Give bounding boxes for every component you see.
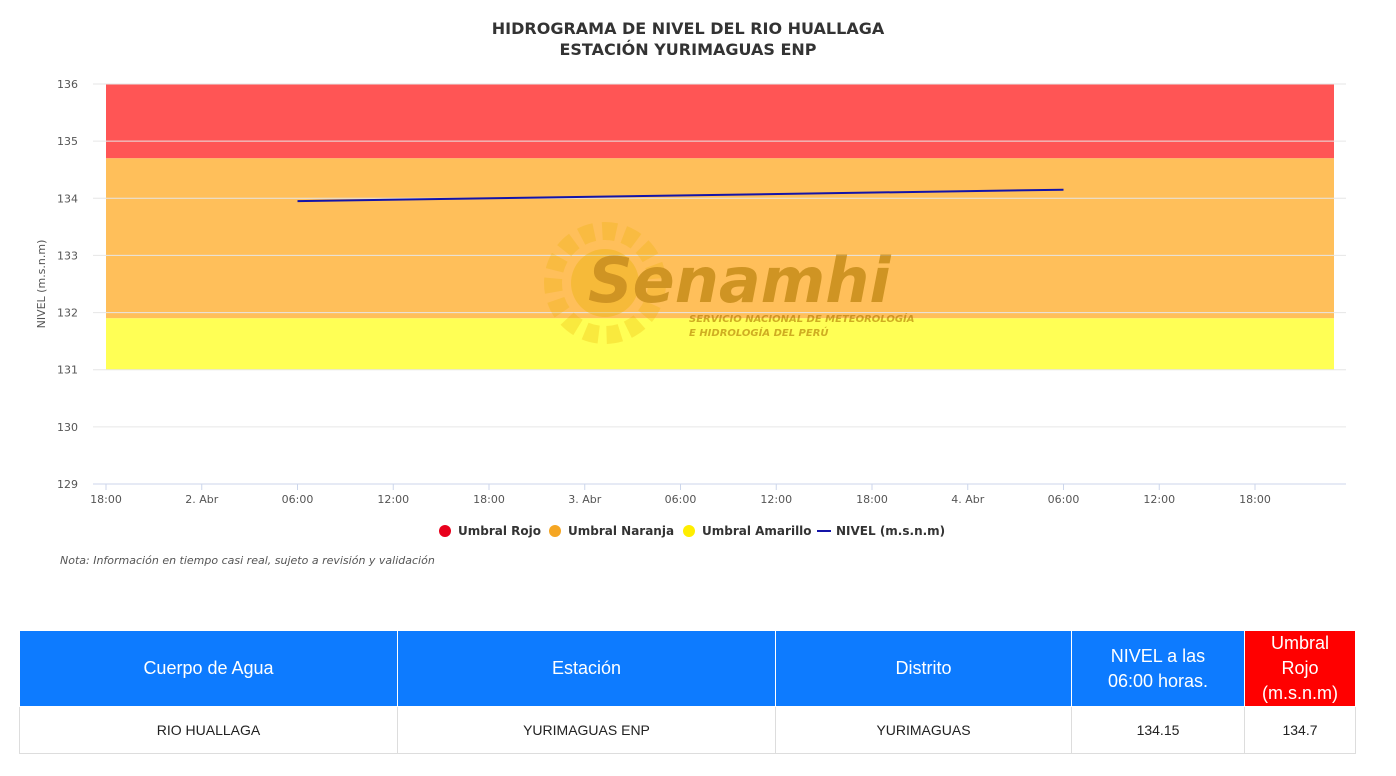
series-line-nivel — [297, 188, 1064, 203]
x-tick-label: 06:00 — [1048, 493, 1080, 506]
x-tick-label: 18:00 — [473, 493, 505, 506]
y-tick-label: 131 — [57, 364, 78, 377]
legend-item[interactable]: Umbral Amarillo — [683, 524, 812, 538]
chart-title: HIDROGRAMA DE NIVEL DEL RIO HUALLAGA — [492, 19, 885, 38]
legend-dot-icon — [549, 525, 561, 537]
cell-umbral: 134.7 — [1244, 706, 1356, 754]
y-tick-label: 136 — [57, 78, 78, 91]
x-tick-label: 12:00 — [377, 493, 409, 506]
legend-dot-icon — [439, 525, 451, 537]
x-tick-label: 3. Abr — [568, 493, 601, 506]
x-tick-label: 4. Abr — [951, 493, 984, 506]
hydrograph-chart: HIDROGRAMA DE NIVEL DEL RIO HUALLAGA EST… — [35, 19, 1346, 538]
legend-label: Umbral Rojo — [458, 524, 541, 538]
watermark-tagline-2: E HIDROLOGÍA DEL PERÚ — [689, 326, 829, 339]
cell-distrito: YURIMAGUAS — [775, 706, 1072, 754]
y-tick-label: 133 — [57, 249, 78, 262]
y-tick-label: 132 — [57, 307, 78, 320]
x-tick-label: 06:00 — [282, 493, 314, 506]
header-nivel-line-1: NIVEL a las — [1110, 645, 1206, 666]
table-header-row: Cuerpo de Agua Estación Distrito NIVEL a… — [19, 630, 1356, 707]
x-tick-label: 18:00 — [856, 493, 888, 506]
station-table: Cuerpo de Agua Estación Distrito NIVEL a… — [19, 630, 1356, 754]
legend-label: NIVEL (m.s.n.m) — [836, 524, 945, 538]
watermark-brand: Senamhi — [588, 244, 891, 317]
band-amarillo — [106, 318, 1334, 370]
header-nivel-line-2: 06:00 horas. — [1107, 670, 1209, 691]
band-naranja — [106, 158, 1334, 319]
header-nivel: NIVEL a las 06:00 horas. — [1071, 630, 1245, 707]
y-tick-label: 129 — [57, 478, 78, 491]
legend-dot-icon — [683, 525, 695, 537]
legend-label: Umbral Naranja — [568, 524, 674, 538]
note-text: Nota: Información en tiempo casi real, s… — [60, 554, 435, 567]
legend-item[interactable]: Umbral Naranja — [549, 524, 674, 538]
header-cuerpo: Cuerpo de Agua — [19, 630, 398, 707]
x-tick-label: 12:00 — [1143, 493, 1175, 506]
x-tick-label: 06:00 — [665, 493, 697, 506]
cell-cuerpo: RIO HUALLAGA — [19, 706, 398, 754]
header-umbral-rojo: Umbral Rojo (m.s.n.m) — [1244, 630, 1356, 707]
sun-logo-icon — [544, 222, 666, 344]
chart-subtitle: ESTACIÓN YURIMAGUAS ENP — [559, 40, 816, 59]
legend-item[interactable]: NIVEL (m.s.n.m) — [817, 524, 945, 538]
header-distrito: Distrito — [775, 630, 1072, 707]
legend-item[interactable]: Umbral Rojo — [439, 524, 541, 538]
header-umbral-line-1: Umbral Rojo — [1270, 633, 1329, 678]
x-tick-label: 18:00 — [90, 493, 122, 506]
x-tick-label: 2. Abr — [185, 493, 218, 506]
watermark-tagline-1: SERVICIO NACIONAL DE METEOROLOGÍA — [689, 312, 915, 325]
header-umbral-line-2: (m.s.n.m) — [1262, 683, 1338, 703]
x-tick-label: 18:00 — [1239, 493, 1271, 506]
y-tick-label: 130 — [57, 421, 78, 434]
y-tick-label: 134 — [57, 192, 78, 205]
legend-label: Umbral Amarillo — [702, 524, 812, 538]
cell-estacion: YURIMAGUAS ENP — [397, 706, 776, 754]
table-row: RIO HUALLAGA YURIMAGUAS ENP YURIMAGUAS 1… — [19, 706, 1356, 754]
band-rojo — [106, 84, 1334, 159]
cell-nivel: 134.15 — [1071, 706, 1245, 754]
senamhi-watermark: Senamhi SERVICIO NACIONAL DE METEOROLOGÍ… — [544, 222, 915, 344]
y-tick-label: 135 — [57, 135, 78, 148]
y-axis-label: NIVEL (m.s.n.m) — [35, 240, 48, 329]
x-tick-label: 12:00 — [760, 493, 792, 506]
header-estacion: Estación — [397, 630, 776, 707]
